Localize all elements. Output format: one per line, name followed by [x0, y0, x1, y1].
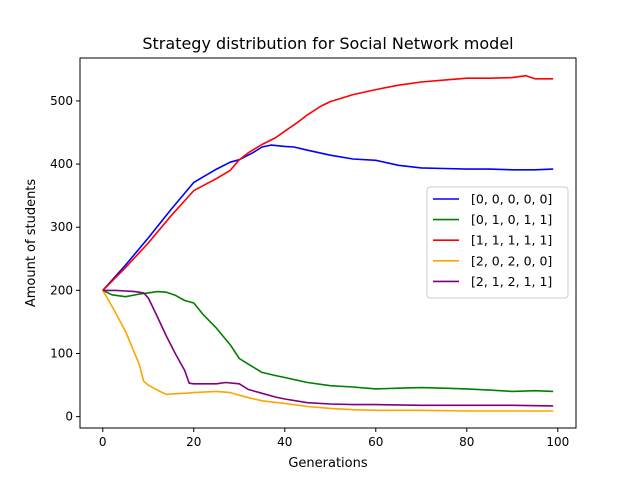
legend-label-2: [1, 1, 1, 1, 1] — [471, 233, 552, 248]
series-line-2 — [102, 74, 554, 291]
legend-label-0: [0, 0, 0, 0, 0] — [471, 192, 552, 207]
legend-box — [426, 186, 569, 299]
y-tick-label: 200 — [50, 283, 73, 297]
legend-label-4: [2, 1, 2, 1, 1] — [471, 274, 552, 289]
x-tick-label: 20 — [186, 435, 201, 449]
ticks-layer: 0 20 40 60 80 100 0 100 200 300 400 500 — [50, 94, 569, 449]
x-tick-label: 40 — [277, 435, 292, 449]
plot-frame — [79, 57, 577, 429]
series-layer — [102, 74, 554, 412]
x-tick-label: 60 — [368, 435, 383, 449]
x-tick-label: 100 — [546, 435, 569, 449]
legend-label-3: [2, 0, 2, 0, 0] — [471, 253, 552, 268]
x-tick-label: 0 — [99, 435, 107, 449]
chart-title: Strategy distribution for Social Network… — [142, 34, 513, 53]
y-tick-label: 0 — [65, 410, 73, 424]
series-line-3 — [102, 289, 554, 412]
series-line-0 — [102, 144, 554, 291]
legend: [0, 0, 0, 0, 0] [0, 1, 0, 1, 1] [1, 1, 1, … — [426, 186, 569, 299]
series-line-1 — [102, 289, 554, 393]
y-axis-label: Amount of students — [24, 179, 39, 308]
y-tick-label: 100 — [50, 346, 73, 360]
y-tick-label: 300 — [50, 220, 73, 234]
y-tick-label: 400 — [50, 157, 73, 171]
y-tick-label: 500 — [50, 94, 73, 108]
x-tick-label: 80 — [459, 435, 474, 449]
series-line-4 — [102, 289, 554, 407]
legend-label-1: [0, 1, 0, 1, 1] — [471, 212, 552, 227]
x-axis-label: Generations — [288, 456, 368, 471]
